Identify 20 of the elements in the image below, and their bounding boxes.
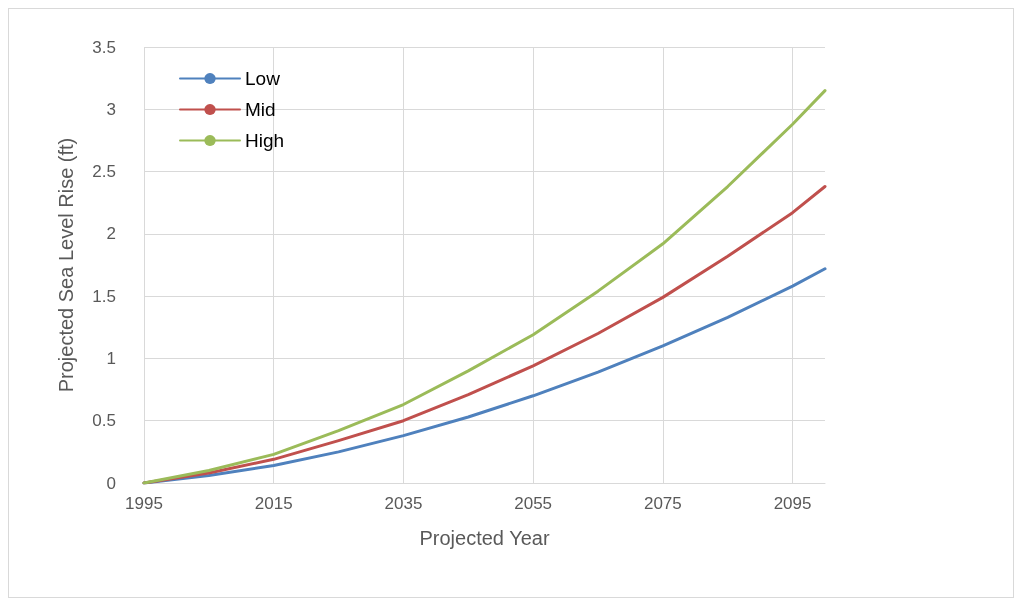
legend-label: Mid bbox=[245, 99, 276, 120]
x-axis-title: Projected Year bbox=[419, 527, 550, 549]
x-tick-label: 2015 bbox=[254, 494, 293, 513]
x-tick-label: 2035 bbox=[384, 494, 423, 513]
x-tick-label: 1995 bbox=[125, 494, 163, 513]
y-tick-label: 1 bbox=[106, 348, 116, 368]
y-tick-label: 2.5 bbox=[92, 162, 116, 182]
x-tick-label: 2055 bbox=[514, 494, 553, 513]
line-series bbox=[142, 89, 827, 485]
y-tick-label: 2 bbox=[106, 224, 116, 244]
y-tick-label: 0.5 bbox=[92, 411, 116, 431]
y-tick-label: 1.5 bbox=[92, 286, 116, 306]
y-tick-label: 3.5 bbox=[92, 37, 116, 57]
y-tick-label: 3 bbox=[106, 99, 116, 119]
x-tick-label: 2095 bbox=[773, 494, 812, 513]
y-axis-title: Projected Sea Level Rise (ft) bbox=[55, 137, 77, 393]
legend-label: High bbox=[245, 130, 285, 151]
legend-label: Low bbox=[245, 68, 281, 89]
y-tick-label: 0 bbox=[106, 473, 116, 493]
x-tick-label: 2075 bbox=[643, 494, 682, 513]
